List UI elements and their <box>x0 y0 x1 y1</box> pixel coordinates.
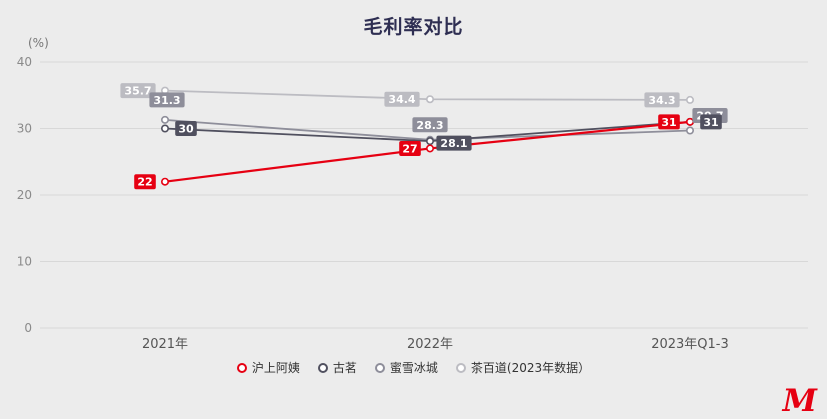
legend-label: 茶百道(2023年数据） <box>470 361 591 375</box>
data-label: 22 <box>137 176 152 189</box>
data-label: 35.7 <box>124 85 151 98</box>
data-label-box <box>399 140 421 156</box>
legend-item: 蜜雪冰城 <box>374 359 438 376</box>
legend-label: 古茗 <box>332 361 357 375</box>
data-point-marker <box>685 126 694 135</box>
legend-item: 沪上阿姨 <box>236 359 300 376</box>
line-chart: 0 10 20 30 40 2021年 2022年 2023年Q1-3 35.7 34.4 34.3… <box>17 55 808 352</box>
data-label-box <box>436 135 472 151</box>
data-label: 34.3 <box>648 94 675 107</box>
data-label-box <box>658 114 680 130</box>
data-point-marker <box>685 95 694 104</box>
y-tick-label: 0 <box>24 321 32 335</box>
data-label: 31 <box>661 116 676 129</box>
chart-title: 毛利率对比 <box>363 16 464 38</box>
x-axis-label: 2023年Q1-3 <box>651 337 729 352</box>
data-point-marker <box>161 124 170 133</box>
x-axis-label: 2022年 <box>407 337 453 352</box>
data-point-marker <box>685 117 694 126</box>
data-label: 27 <box>402 142 417 155</box>
legend-marker-icon <box>236 362 247 373</box>
legend-item: 茶百道(2023年数据） <box>455 359 591 376</box>
data-label-box <box>120 83 156 99</box>
data-label-box <box>175 121 197 136</box>
chart-legend: 沪上阿姨 古茗 蜜雪冰城 茶百道(2023年数据） <box>0 359 827 376</box>
data-point-marker <box>425 144 434 153</box>
y-tick-label: 30 <box>17 122 32 136</box>
x-axis-label: 2021年 <box>142 337 188 352</box>
data-point-marker <box>161 177 170 186</box>
data-label: 28.1 <box>440 137 467 150</box>
legend-marker-icon <box>455 362 466 373</box>
y-tick-label: 20 <box>17 188 32 202</box>
brand-logo-icon: M <box>782 383 817 419</box>
data-label: 28.3 <box>416 119 443 132</box>
legend-marker-icon <box>374 362 385 373</box>
data-label: 31 <box>703 116 718 129</box>
data-label: 31.3 <box>153 94 180 107</box>
y-axis-unit-label: (%) <box>28 36 49 50</box>
y-tick-label: 40 <box>17 55 32 69</box>
data-label-box <box>412 117 448 133</box>
data-label: 30 <box>178 123 194 136</box>
legend-item: 古茗 <box>317 359 357 376</box>
legend-marker-icon <box>317 362 328 373</box>
data-label-box <box>644 92 680 108</box>
data-point-marker <box>161 115 170 124</box>
data-label-box <box>149 92 185 108</box>
y-tick-label: 10 <box>17 255 32 269</box>
data-point-marker <box>425 95 434 104</box>
legend-label: 蜜雪冰城 <box>389 361 438 375</box>
data-point-marker <box>425 137 434 146</box>
data-label: 34.4 <box>388 93 415 106</box>
data-label-box <box>700 114 722 130</box>
data-label-box <box>384 91 420 107</box>
data-label-box <box>134 174 156 190</box>
legend-label: 沪上阿姨 <box>251 361 300 375</box>
